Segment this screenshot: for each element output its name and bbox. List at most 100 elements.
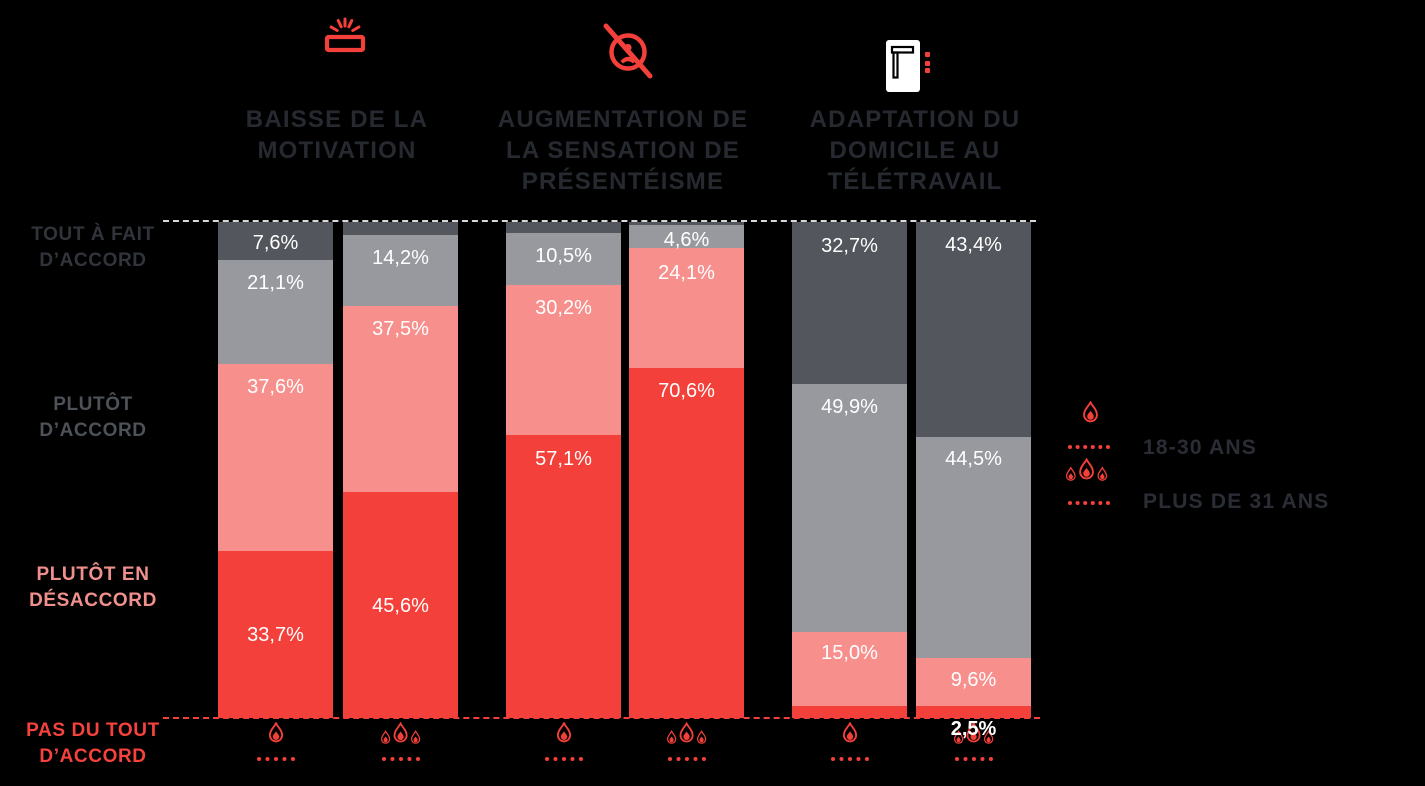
bar-value-label: 24,1% <box>658 262 715 284</box>
legend-label: PLUS DE 31 ANS <box>1143 490 1330 513</box>
bar-segment <box>218 259 333 365</box>
battery-low-icon <box>322 8 368 54</box>
person-icon <box>556 721 571 743</box>
y-axis-label-line: D’ACCORD <box>39 250 147 271</box>
bar-segment <box>629 222 744 226</box>
bar-value-label: 37,5% <box>372 318 429 340</box>
bar-segment <box>218 364 333 551</box>
bar <box>629 222 744 718</box>
legend-label: 18-30 ANS <box>1143 436 1257 459</box>
column-title-line: BAISSE DE LA <box>245 106 429 133</box>
no-visibility-icon <box>599 18 657 80</box>
bar-value-label: 45,6% <box>372 595 429 617</box>
bar-segment <box>792 222 907 385</box>
desk-dot-icon <box>925 52 930 57</box>
age-group-dash <box>954 757 993 761</box>
bar-segment <box>792 384 907 632</box>
bar-segment <box>343 222 458 236</box>
bar-segment <box>343 305 458 492</box>
bar-value-label: 43,4% <box>945 234 1002 256</box>
bar <box>792 222 907 718</box>
bar-segment <box>506 222 621 233</box>
desk-dot-icon <box>925 68 930 73</box>
column-title-line: PRÉSENTÉISME <box>521 168 725 195</box>
bar-segment <box>916 705 1031 718</box>
y-axis-label-line: PLUTÔT EN <box>36 564 150 585</box>
y-axis-label-line: D’ACCORD <box>39 420 147 441</box>
group-icon <box>1065 457 1108 482</box>
desk-icon <box>886 40 920 92</box>
bar-value-label: 21,1% <box>247 272 304 294</box>
bar-value-label: 37,6% <box>247 376 304 398</box>
bar-segment <box>506 232 621 285</box>
age-group-dash <box>667 757 706 761</box>
y-axis-label-line: D’ACCORD <box>39 746 147 767</box>
column-title-line: ADAPTATION DU <box>809 106 1021 133</box>
bar-segment <box>629 248 744 368</box>
bar <box>506 222 621 718</box>
bar-segment <box>629 225 744 249</box>
bar-value-label: 70,6% <box>658 380 715 402</box>
bottom-dashed-line <box>163 717 1040 719</box>
column-title: ADAPTATION DU DOMICILE AU TÉLÉTRAVAIL <box>775 104 1055 197</box>
bar-segment <box>343 235 458 306</box>
age-group-dash <box>256 757 295 761</box>
y-axis-label: PLUTÔT EN DÉSACCORD <box>2 562 184 614</box>
bar-segment <box>218 550 333 718</box>
group-icon <box>953 721 994 745</box>
age-group-dash <box>381 757 420 761</box>
top-dashed-line <box>163 220 1036 222</box>
bar-segment <box>792 706 907 718</box>
column-title: BAISSE DE LA MOTIVATION <box>197 104 477 166</box>
bar <box>916 222 1031 718</box>
bar-value-label: 49,9% <box>821 396 878 418</box>
y-axis-label: PAS DU TOUT D’ACCORD <box>2 718 184 770</box>
bar-segment <box>629 367 744 718</box>
bar-value-label: 14,2% <box>372 247 429 269</box>
legend-dash <box>1068 445 1110 449</box>
y-axis-label-line: DÉSACCORD <box>29 590 157 611</box>
age-group-dash <box>830 757 869 761</box>
legend-dash <box>1068 501 1110 505</box>
column-title-line: LA SENSATION DE <box>505 137 740 164</box>
bar-segment <box>916 437 1031 658</box>
bar-segment <box>792 631 907 707</box>
bar-segment <box>506 434 621 718</box>
bar-value-label: 10,5% <box>535 245 592 267</box>
column-title-line: MOTIVATION <box>257 137 417 164</box>
column-title-line: AUGMENTATION DE <box>497 106 749 133</box>
bar-value-label: 32,7% <box>821 235 878 257</box>
bar-value-label: 2,5% <box>950 718 997 740</box>
person-icon <box>268 721 283 743</box>
bar-value-label: 33,7% <box>247 624 304 646</box>
bar <box>343 222 458 718</box>
bar-value-label: 7,6% <box>252 232 299 254</box>
bar-value-label: 15,0% <box>821 642 878 664</box>
column-title-line: TÉLÉTRAVAIL <box>827 168 1003 195</box>
person-icon <box>1083 400 1098 423</box>
y-axis-label: PLUTÔT D’ACCORD <box>2 392 184 444</box>
bar-value-label: 57,1% <box>535 448 592 470</box>
bar-segment <box>506 284 621 435</box>
bar-value-label: 9,6% <box>950 669 997 691</box>
group-icon <box>380 721 421 745</box>
bar-value-label: 30,2% <box>535 297 592 319</box>
y-axis-label-line: TOUT À FAIT <box>31 224 155 245</box>
column-title: AUGMENTATION DE LA SENSATION DE PRÉSENTÉIS… <box>477 104 769 197</box>
bar-value-label: 4,6% <box>663 229 710 251</box>
bar-segment <box>916 657 1031 706</box>
y-axis-label-line: PAS DU TOUT <box>26 720 160 741</box>
desk-dot-icon <box>925 61 930 66</box>
bar-value-label: 44,5% <box>945 448 1002 470</box>
bar-segment <box>343 491 458 718</box>
person-icon <box>842 721 857 743</box>
y-axis-label-line: PLUTÔT <box>53 394 133 415</box>
age-group-dash <box>544 757 583 761</box>
bar-segment <box>218 222 333 260</box>
column-title-line: DOMICILE AU <box>829 137 1001 164</box>
y-axis-label: TOUT À FAIT D’ACCORD <box>2 222 184 274</box>
bar <box>218 222 333 718</box>
bar-segment <box>916 222 1031 438</box>
group-icon <box>666 721 707 745</box>
